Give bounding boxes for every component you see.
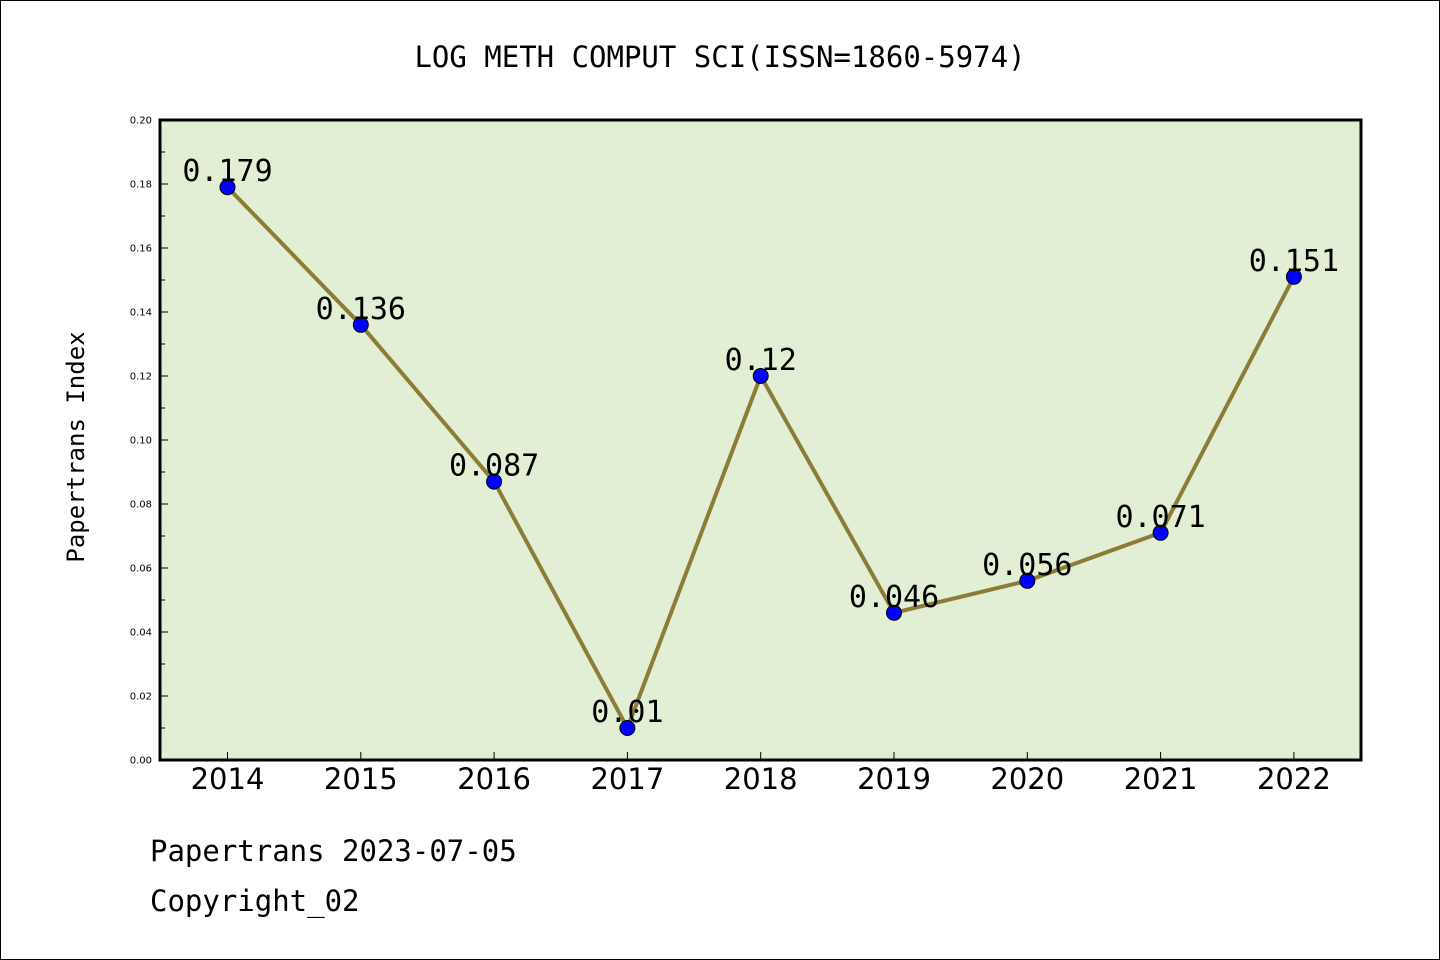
data-label-2019: 0.046 (849, 580, 939, 615)
y-tick-label: 0.12 (130, 372, 152, 383)
plot-area (158, 118, 1363, 762)
chart-title: LOG METH COMPUT SCI(ISSN=1860-5974) (414, 40, 1025, 74)
series-line-layer (219, 179, 1302, 736)
data-label-2018: 0.12 (725, 343, 797, 378)
data-label-2017: 0.01 (591, 695, 663, 730)
footer-date: Papertrans 2023-07-05 (150, 834, 517, 868)
data-point-2021 (1152, 524, 1169, 541)
y-tick-label: 0.04 (130, 628, 152, 639)
data-label-2022: 0.151 (1249, 244, 1339, 279)
data-point-2019 (886, 604, 902, 621)
x-tick-label: 2019 (857, 762, 931, 796)
data-point-2017 (619, 720, 636, 736)
y-axis-label: Papertrans Index (62, 331, 90, 562)
x-tick-label: 2014 (191, 762, 265, 796)
data-point-2014 (219, 179, 236, 196)
x-tick-label: 2021 (1124, 762, 1198, 796)
y-tick-label: 0.14 (130, 308, 152, 319)
data-point-2016 (486, 473, 503, 490)
y-tick-label: 0.20 (130, 116, 152, 127)
data-label-2015: 0.136 (316, 292, 406, 327)
data-point-2015 (352, 316, 369, 333)
x-axis: 2014 2015 2016 2017 2018 2019 2020 2021 2022 (191, 752, 1331, 796)
x-tick-label: 2017 (590, 762, 664, 796)
data-label-2014: 0.179 (182, 154, 272, 189)
y-tick-label: 0.06 (130, 564, 152, 575)
data-point-2022 (1285, 268, 1302, 285)
y-tick-label: 0.10 (130, 436, 152, 447)
data-point-2018 (752, 368, 769, 384)
x-tick-label: 2018 (724, 762, 798, 796)
y-axis: 0.00 0.02 0.04 0.06 0.08 0.10 0.12 0.14 0.16 0.18… (130, 116, 168, 767)
y-tick-label: 0.18 (130, 180, 152, 191)
data-label-2021: 0.071 (1115, 500, 1205, 535)
x-tick-label: 2020 (990, 762, 1064, 796)
y-tick-label: 0.16 (130, 244, 152, 255)
data-labels: 0.179 0.136 0.087 0.01 0.12 0.046 0.056 0.071 0.… (182, 154, 1339, 730)
x-tick-label: 2016 (457, 762, 531, 796)
data-label-2016: 0.087 (449, 449, 539, 484)
data-label-2020: 0.056 (982, 548, 1072, 583)
y-tick-label: 0.00 (130, 756, 152, 767)
footer-copyright: Copyright_02 (150, 884, 360, 918)
x-tick-label: 2022 (1257, 762, 1331, 796)
y-tick-label: 0.02 (130, 692, 152, 703)
data-point-2020 (1019, 572, 1036, 589)
y-tick-label: 0.08 (130, 500, 152, 511)
x-tick-label: 2015 (324, 762, 398, 796)
